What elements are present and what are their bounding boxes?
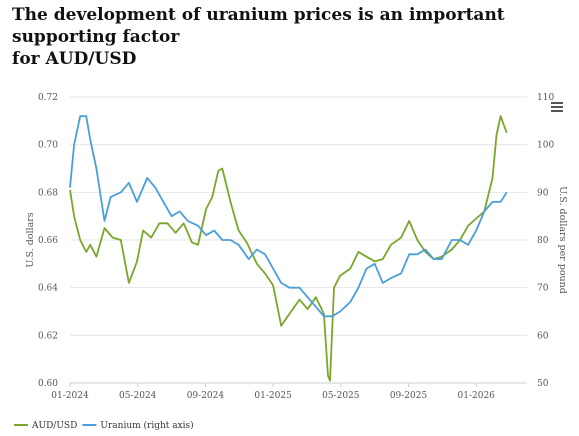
chart-title-line-1: The development of uranium prices is an … — [12, 5, 505, 47]
chart-title-line-2: for AUD/USD — [12, 49, 137, 69]
right-y-tick-label: 110 — [537, 93, 554, 103]
menu-button[interactable] — [551, 102, 563, 112]
x-axis-ticks: 01-2024 05-2024 09-2024 01-2025 05-2025 09-20… — [51, 383, 495, 401]
left-y-tick-label: 0.70 — [38, 141, 58, 151]
x-tick-label: 01-2026 — [458, 391, 496, 401]
series-line-uranium — [69, 115, 508, 318]
right-y-tick-label: 70 — [537, 284, 549, 294]
x-tick-label: 05-2025 — [322, 391, 360, 401]
legend-item-uranium[interactable]: Uranium (right axis) — [82, 420, 194, 431]
right-y-tick-label: 100 — [537, 141, 554, 151]
series-line-audusd — [69, 115, 508, 382]
left-y-tick-label: 0.60 — [38, 379, 58, 389]
gridlines — [70, 96, 527, 384]
left-y-axis-label: U.S. dollars — [25, 212, 36, 267]
x-tick-label: 01-2025 — [254, 391, 292, 401]
left-y-tick-label: 0.64 — [38, 284, 58, 294]
legend-label: AUD/USD — [31, 421, 77, 431]
hamburger-menu-icon — [551, 102, 563, 112]
left-y-tick-label: 0.68 — [38, 188, 58, 198]
left-y-tick-label: 0.66 — [38, 236, 58, 246]
left-y-axis-ticks: 0.72 0.70 0.68 0.66 0.64 0.62 0.60 — [38, 93, 58, 389]
left-y-tick-label: 0.62 — [38, 331, 58, 341]
x-tick-label: 09-2025 — [390, 391, 428, 401]
legend-item-audusd[interactable]: AUD/USD — [14, 421, 77, 431]
legend: AUD/USD Uranium (right axis) — [14, 420, 194, 431]
x-tick-label: 09-2024 — [187, 391, 225, 401]
x-tick-label: 01-2024 — [51, 391, 89, 401]
right-y-tick-label: 80 — [537, 236, 549, 246]
right-y-tick-label: 60 — [537, 331, 549, 341]
legend-label: Uranium (right axis) — [100, 420, 193, 431]
right-y-tick-label: 90 — [537, 188, 549, 198]
x-tick-label: 05-2024 — [119, 391, 157, 401]
left-y-tick-label: 0.72 — [38, 93, 58, 103]
chart-title: The development of uranium prices is an … — [12, 4, 572, 70]
right-y-tick-label: 50 — [537, 379, 549, 389]
series-lines — [69, 115, 508, 382]
right-y-axis-label: U.S. dollars per pound — [557, 186, 568, 294]
right-y-axis-ticks: 110 100 90 80 70 60 50 — [537, 93, 554, 389]
